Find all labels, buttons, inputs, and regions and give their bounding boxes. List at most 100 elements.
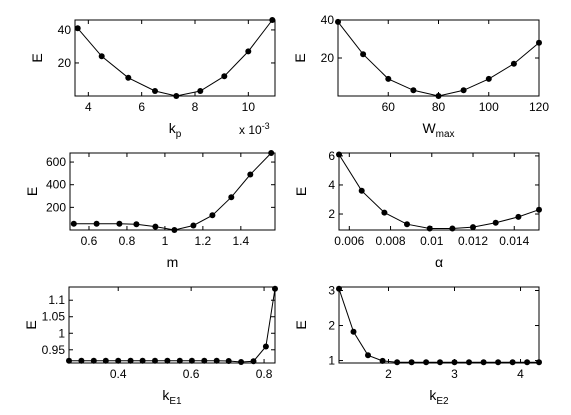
x-tick-label: 0.012 <box>458 234 488 248</box>
data-point <box>213 357 220 364</box>
data-point <box>125 74 132 81</box>
data-point <box>536 206 542 213</box>
data-point <box>451 359 458 366</box>
data-point <box>247 171 254 178</box>
x-tick-label: 8 <box>192 100 199 114</box>
data-point <box>404 221 410 228</box>
x-axis-label: m <box>167 254 179 270</box>
y-tick-label: 1.1 <box>48 293 65 307</box>
y-tick-label: 1 <box>58 326 65 340</box>
data-point <box>127 357 134 364</box>
data-point <box>93 220 100 227</box>
x-axis-label-main: k <box>429 387 437 403</box>
data-point <box>152 357 158 364</box>
data-point <box>268 150 275 156</box>
x-tick-label: 0.6 <box>81 234 98 248</box>
data-point <box>385 75 392 82</box>
x-axis-label: Wmax <box>422 120 454 140</box>
data-point <box>116 220 123 227</box>
x-axis-label-main: m <box>167 254 179 270</box>
x-axis-label-sub: p <box>176 129 182 140</box>
data-point <box>190 222 197 229</box>
data-point <box>492 219 499 226</box>
data-point <box>381 209 388 216</box>
x-multiplier-exponent: -3 <box>262 121 270 131</box>
data-point <box>272 285 278 292</box>
y-axis-label: E <box>293 187 309 196</box>
data-point <box>102 357 109 364</box>
x-tick-label: 1 <box>162 234 169 248</box>
data-point <box>225 358 232 364</box>
x-tick-label: 0.01 <box>420 234 444 248</box>
data-point <box>470 224 476 231</box>
data-point <box>152 88 158 94</box>
y-tick-label: 40 <box>58 23 72 37</box>
data-point <box>221 73 228 80</box>
series-line <box>337 21 540 97</box>
data-point <box>510 60 517 67</box>
x-tick-label: 4 <box>517 367 524 381</box>
x-tick-label: 0.8 <box>256 367 273 381</box>
data-point <box>495 359 502 366</box>
x-tick-label: 120 <box>529 100 549 114</box>
data-point <box>536 359 542 366</box>
subplot-1: 4 6 8 10 20 40 Ekp x 10-3 <box>29 17 276 140</box>
plot-frame <box>69 152 276 231</box>
y-tick-label: 40 <box>321 13 335 27</box>
data-point <box>335 18 341 25</box>
x-axis-label-main: k <box>169 120 177 136</box>
data-point <box>228 194 235 201</box>
data-point <box>171 227 178 233</box>
y-tick-label: 200 <box>46 200 66 214</box>
data-point <box>78 357 85 364</box>
data-point <box>250 358 257 365</box>
x-axis-label-main: k <box>162 387 170 403</box>
data-point <box>262 343 269 350</box>
x-tick-label: 3 <box>451 367 458 381</box>
data-point <box>509 359 516 366</box>
x-tick-label: 0.8 <box>119 234 136 248</box>
x-tick-label: 6 <box>138 100 145 114</box>
x-axis-label-main: α <box>435 254 443 270</box>
series-line <box>69 288 276 363</box>
x-tick-label: 100 <box>479 100 499 114</box>
series-line <box>73 152 272 231</box>
data-point <box>173 93 180 99</box>
data-point <box>152 223 159 230</box>
data-point <box>66 357 72 364</box>
data-point <box>164 357 171 364</box>
data-point <box>139 357 146 364</box>
y-axis-label: E <box>23 320 39 329</box>
series-line <box>77 19 273 97</box>
data-point <box>536 39 542 46</box>
x-tick-label: 0.006 <box>334 234 364 248</box>
data-point <box>70 220 77 227</box>
x-tick-label: 1.2 <box>195 234 212 248</box>
x-tick-label: 0.4 <box>110 367 127 381</box>
x-multiplier: x 10-3 <box>239 121 270 137</box>
data-point <box>209 212 216 219</box>
x-tick-label: 10 <box>242 100 256 114</box>
data-point <box>197 88 204 94</box>
data-point <box>90 357 97 364</box>
plot-frame <box>68 286 276 364</box>
x-axis-label-sub: max <box>436 129 455 140</box>
x-axis-label: kp <box>169 120 182 140</box>
data-point <box>201 357 208 364</box>
data-point <box>423 359 430 366</box>
x-tick-label: 0.014 <box>499 234 529 248</box>
data-point <box>426 225 433 232</box>
y-tick-label: 0.95 <box>42 343 66 357</box>
plot-frame <box>338 152 540 231</box>
y-tick-label: 1.05 <box>42 310 66 324</box>
y-axis-label: E <box>293 320 309 329</box>
data-point <box>176 357 183 364</box>
data-point <box>410 87 417 94</box>
x-axis-label: α <box>435 254 443 270</box>
data-point <box>336 151 342 158</box>
data-point <box>336 285 342 292</box>
data-point <box>188 357 195 364</box>
x-tick-label: 2 <box>385 367 392 381</box>
